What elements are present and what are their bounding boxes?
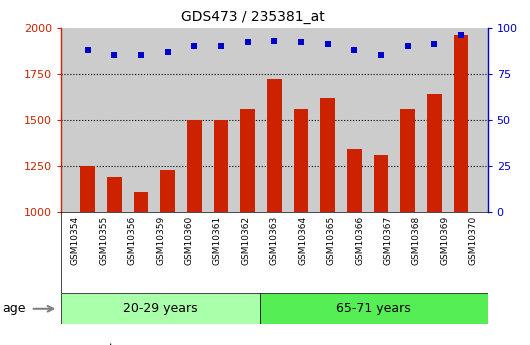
Text: GSM10359: GSM10359 bbox=[156, 216, 165, 266]
Bar bbox=[320, 98, 335, 212]
Text: GSM10368: GSM10368 bbox=[412, 216, 421, 266]
Bar bbox=[454, 35, 468, 212]
Text: GSM10370: GSM10370 bbox=[469, 216, 478, 266]
Bar bbox=[81, 166, 95, 212]
Bar bbox=[260, 293, 488, 324]
Bar bbox=[240, 109, 255, 212]
Bar bbox=[107, 177, 122, 212]
Text: GSM10361: GSM10361 bbox=[213, 216, 222, 266]
Text: GSM10365: GSM10365 bbox=[326, 216, 335, 266]
Text: GSM10360: GSM10360 bbox=[184, 216, 193, 266]
Bar bbox=[267, 79, 281, 212]
Bar bbox=[160, 170, 175, 212]
Text: GSM10367: GSM10367 bbox=[384, 216, 393, 266]
Text: count: count bbox=[82, 344, 113, 345]
Text: GSM10369: GSM10369 bbox=[440, 216, 449, 266]
Text: age: age bbox=[3, 302, 26, 315]
Text: GDS473 / 235381_at: GDS473 / 235381_at bbox=[181, 10, 325, 24]
Bar bbox=[61, 293, 260, 324]
Text: GSM10366: GSM10366 bbox=[355, 216, 364, 266]
Text: GSM10364: GSM10364 bbox=[298, 216, 307, 265]
Bar bbox=[374, 155, 388, 212]
Bar bbox=[294, 109, 308, 212]
Text: 20-29 years: 20-29 years bbox=[123, 302, 198, 315]
Bar bbox=[214, 120, 228, 212]
Text: 65-71 years: 65-71 years bbox=[337, 302, 411, 315]
Text: GSM10354: GSM10354 bbox=[70, 216, 80, 265]
Bar bbox=[134, 192, 148, 212]
Bar bbox=[427, 94, 441, 212]
Text: GSM10363: GSM10363 bbox=[270, 216, 279, 266]
Text: GSM10355: GSM10355 bbox=[99, 216, 108, 266]
Text: GSM10356: GSM10356 bbox=[128, 216, 137, 266]
Text: GSM10362: GSM10362 bbox=[241, 216, 250, 265]
Bar bbox=[347, 149, 361, 212]
Bar bbox=[187, 120, 201, 212]
Bar bbox=[400, 109, 415, 212]
Text: ■: ■ bbox=[64, 342, 75, 345]
